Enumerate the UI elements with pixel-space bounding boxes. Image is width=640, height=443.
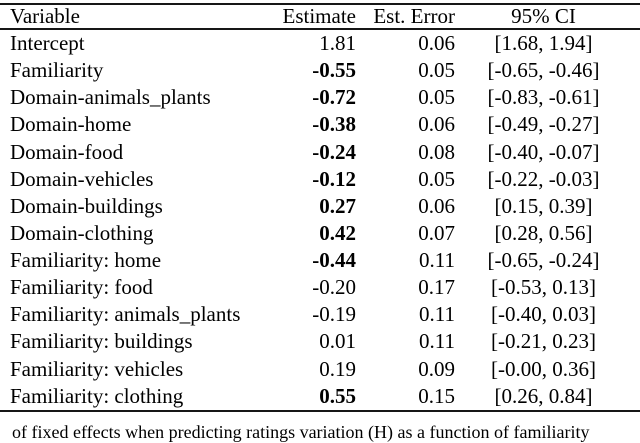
table-row: Domain-clothing 0.42 0.07 [0.28, 0.56] xyxy=(0,220,640,247)
table-top-rule xyxy=(0,3,640,5)
cell-est-error: 0.07 xyxy=(418,220,455,245)
cell-estimate: -0.44 xyxy=(312,248,356,273)
cell-ci: [-0.65, -0.24] xyxy=(487,248,600,273)
cell-ci: [-0.49, -0.27] xyxy=(487,112,600,137)
cell-est-error: 0.06 xyxy=(418,112,455,137)
table-row: Domain-food -0.24 0.08 [-0.40, -0.07] xyxy=(0,139,640,166)
cell-est-error: 0.09 xyxy=(418,356,455,381)
column-header-est-error: Est. Error xyxy=(373,4,455,28)
cell-estimate: 0.55 xyxy=(319,383,356,408)
cell-ci: [0.28, 0.56] xyxy=(494,220,593,245)
cell-variable: Familiarity: clothing xyxy=(10,383,184,408)
cell-ci: [-0.53, 0.13] xyxy=(491,275,596,300)
cell-estimate: 1.81 xyxy=(319,31,356,56)
cell-variable: Familiarity xyxy=(10,58,104,83)
cell-est-error: 0.06 xyxy=(418,31,455,56)
cell-ci: [-0.40, -0.07] xyxy=(487,139,600,164)
table-row: Familiarity -0.55 0.05 [-0.65, -0.46] xyxy=(0,57,640,84)
cell-ci: [0.26, 0.84] xyxy=(494,383,593,408)
results-table: Variable Estimate Est. Error 95% CI Inte… xyxy=(0,3,640,412)
cell-variable: Familiarity: vehicles xyxy=(10,356,184,381)
cell-estimate: 0.27 xyxy=(319,193,356,218)
cell-estimate: 0.19 xyxy=(319,356,356,381)
cell-variable: Domain-food xyxy=(10,139,124,164)
table-row: Domain-home -0.38 0.06 [-0.49, -0.27] xyxy=(0,111,640,138)
cell-ci: [-0.00, 0.36] xyxy=(491,356,596,381)
cell-variable: Familiarity: home xyxy=(10,248,162,273)
cell-variable: Domain-home xyxy=(10,112,132,137)
table-row: Familiarity: vehicles 0.19 0.09 [-0.00, 0.3… xyxy=(0,356,640,383)
table-bottom-rule xyxy=(0,409,640,412)
cell-est-error: 0.08 xyxy=(418,139,455,164)
cell-est-error: 0.06 xyxy=(418,193,455,218)
cell-est-error: 0.11 xyxy=(419,302,455,327)
cell-ci: [-0.21, 0.23] xyxy=(491,329,596,354)
cell-estimate: -0.72 xyxy=(312,85,356,110)
cell-variable: Familiarity: animals_plants xyxy=(10,302,241,327)
cell-est-error: 0.05 xyxy=(418,85,455,110)
cell-estimate: 0.01 xyxy=(319,329,356,354)
cell-variable: Intercept xyxy=(10,31,85,56)
cell-estimate: -0.24 xyxy=(312,139,356,164)
cell-estimate: -0.38 xyxy=(312,112,356,137)
cell-ci: [-0.83, -0.61] xyxy=(487,85,600,110)
table-row: Familiarity: food -0.20 0.17 [-0.53, 0.13] xyxy=(0,274,640,301)
table-header-rule xyxy=(0,28,640,30)
caption-fragment: of fixed effects when predicting ratings… xyxy=(12,422,590,442)
cell-ci: [0.15, 0.39] xyxy=(494,193,593,218)
table-row: Familiarity: buildings 0.01 0.11 [-0.21, 0.… xyxy=(0,328,640,355)
cell-est-error: 0.11 xyxy=(419,329,455,354)
cell-est-error: 0.05 xyxy=(418,58,455,83)
column-header-variable: Variable xyxy=(10,4,80,28)
cell-ci: [-0.40, 0.03] xyxy=(491,302,596,327)
cell-est-error: 0.05 xyxy=(418,166,455,191)
column-header-ci: 95% CI xyxy=(511,4,576,28)
table-row: Intercept 1.81 0.06 [1.68, 1.94] xyxy=(0,30,640,57)
cell-est-error: 0.17 xyxy=(418,275,455,300)
cell-variable: Domain-clothing xyxy=(10,220,154,245)
cell-est-error: 0.11 xyxy=(419,248,455,273)
cell-estimate: -0.20 xyxy=(312,275,356,300)
table-row: Familiarity: animals_plants -0.19 0.11 [-0.… xyxy=(0,301,640,328)
table-row: Familiarity: clothing 0.55 0.15 [0.26, 0.84… xyxy=(0,383,640,410)
cell-ci: [1.68, 1.94] xyxy=(494,31,593,56)
table-header-row: Variable Estimate Est. Error 95% CI xyxy=(0,5,640,28)
table-row: Domain-vehicles -0.12 0.05 [-0.22, -0.03] xyxy=(0,166,640,193)
cell-estimate: 0.42 xyxy=(319,220,356,245)
cell-estimate: -0.55 xyxy=(312,58,356,83)
cell-ci: [-0.65, -0.46] xyxy=(487,58,600,83)
cell-estimate: -0.19 xyxy=(312,302,356,327)
table-rows: Intercept 1.81 0.06 [1.68, 1.94] Familiarity… xyxy=(0,30,640,410)
column-header-estimate: Estimate xyxy=(282,4,356,28)
cell-estimate: -0.12 xyxy=(312,166,356,191)
cell-variable: Domain-buildings xyxy=(10,193,163,218)
cell-variable: Familiarity: buildings xyxy=(10,329,193,354)
cell-variable: Domain-animals_plants xyxy=(10,85,211,110)
cell-variable: Familiarity: food xyxy=(10,275,153,300)
cell-ci: [-0.22, -0.03] xyxy=(487,166,600,191)
table-row: Domain-animals_plants -0.72 0.05 [-0.83, -0… xyxy=(0,84,640,111)
table-row: Domain-buildings 0.27 0.06 [0.15, 0.39] xyxy=(0,193,640,220)
cell-est-error: 0.15 xyxy=(418,383,455,408)
table-row: Familiarity: home -0.44 0.11 [-0.65, -0.24] xyxy=(0,247,640,274)
cell-variable: Domain-vehicles xyxy=(10,166,154,191)
